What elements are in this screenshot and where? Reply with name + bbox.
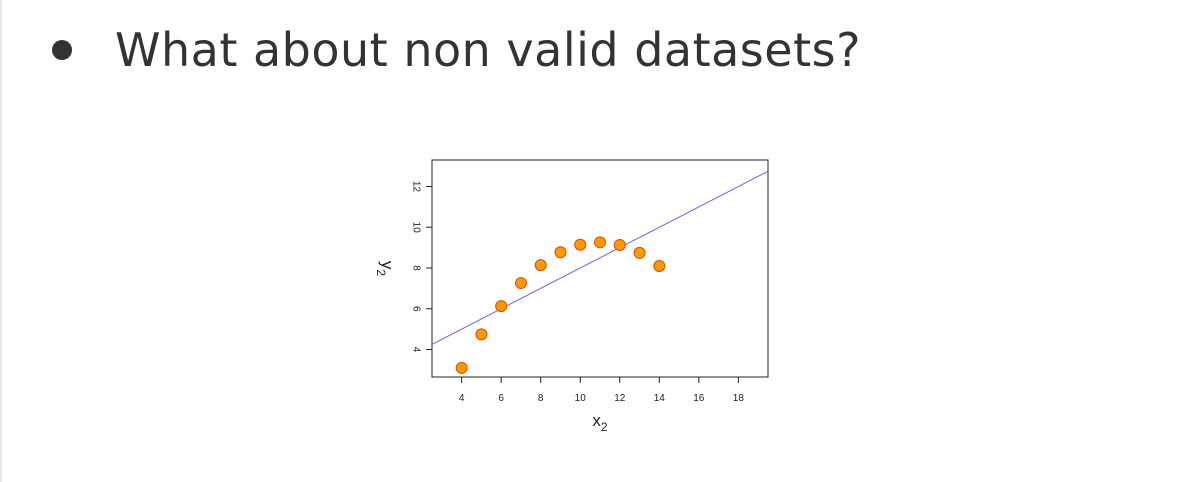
data-point [455,361,468,374]
y-axis-label-subscript: 2 [374,269,388,276]
y-tick-label: 6 [410,306,421,312]
plot-frame [431,159,769,378]
data-points [455,236,666,374]
data-point [475,328,488,341]
y-axis-label-main: y [378,261,397,270]
x-tick-label: 10 [575,393,587,404]
x-tick-label: 6 [498,393,504,404]
bullet-text: What about non valid datasets? [115,23,861,77]
y-axis-label: y2 [374,261,397,277]
x-tick-label: 4 [459,393,465,404]
regression-line [432,170,768,345]
bullet-item: What about non valid datasets? [52,18,861,82]
x-tick-label: 16 [693,393,705,404]
x-axis-label-subscript: 2 [601,420,608,434]
x-tick-label: 8 [538,393,544,404]
data-point [495,300,508,313]
data-point [574,238,587,251]
x-tick-label: 18 [733,393,745,404]
bullet-dot-icon [52,40,72,60]
y-tick-label: 4 [410,347,421,353]
x-tick-label: 12 [614,393,626,404]
data-point [534,259,547,272]
slide-left-edge [0,0,2,482]
y-tick-label: 12 [410,181,421,193]
y-tick-label: 8 [410,265,421,271]
x-axis-ticks: 4 6 8 10 12 14 16 18 [459,377,744,404]
y-axis-ticks: 4 6 8 10 12 [410,181,432,353]
data-point [594,236,606,249]
data-point [514,277,527,290]
x-axis-label-main: x [592,411,601,430]
data-point [554,246,567,259]
data-point [653,259,666,272]
data-point [613,238,626,251]
x-tick-label: 14 [654,393,666,404]
data-point [633,246,646,259]
x-axis-label: x2 [592,411,608,434]
y-tick-label: 10 [410,222,421,234]
